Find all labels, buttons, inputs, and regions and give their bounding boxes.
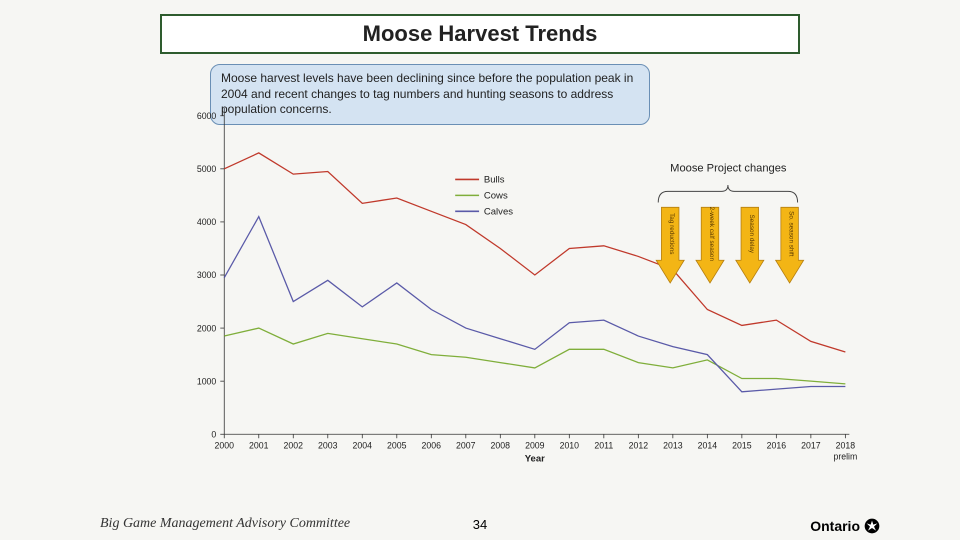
svg-text:2007: 2007 xyxy=(456,441,476,451)
svg-text:2009: 2009 xyxy=(525,441,545,451)
svg-text:2001: 2001 xyxy=(249,441,269,451)
svg-text:1000: 1000 xyxy=(197,376,217,386)
svg-text:2012: 2012 xyxy=(629,441,649,451)
svg-text:3000: 3000 xyxy=(197,270,217,280)
chart-title-box: Moose Harvest Trends xyxy=(160,14,800,54)
svg-text:4000: 4000 xyxy=(197,217,217,227)
svg-text:5000: 5000 xyxy=(197,164,217,174)
arrow-label-2: Season delay xyxy=(748,215,755,254)
legend-calves: Calves xyxy=(484,206,513,217)
svg-text:2006: 2006 xyxy=(422,441,442,451)
svg-text:2015: 2015 xyxy=(732,441,752,451)
ontario-trillium-icon xyxy=(864,518,880,534)
arrow-label-0: Tag reductions xyxy=(668,213,675,254)
svg-text:prelim: prelim xyxy=(833,452,857,462)
bracket xyxy=(658,185,797,203)
moose-project-label: Moose Project changes xyxy=(670,162,787,174)
svg-text:2005: 2005 xyxy=(387,441,407,451)
footer-committee: Big Game Management Advisory Committee xyxy=(100,516,350,532)
footer-province: Ontario xyxy=(810,518,880,534)
svg-text:0: 0 xyxy=(211,429,216,439)
svg-text:2000: 2000 xyxy=(215,441,235,451)
svg-text:2000: 2000 xyxy=(197,323,217,333)
legend-bulls: Bulls xyxy=(484,175,505,186)
svg-text:2017: 2017 xyxy=(801,441,821,451)
svg-text:2018: 2018 xyxy=(836,441,856,451)
legend-cows: Cows xyxy=(484,191,508,202)
svg-text:6000: 6000 xyxy=(197,111,217,121)
svg-text:2002: 2002 xyxy=(284,441,304,451)
svg-text:Year: Year xyxy=(525,453,545,464)
svg-text:2013: 2013 xyxy=(663,441,683,451)
arrow-label-1: 2-week calf season xyxy=(708,207,715,262)
chart-title: Moose Harvest Trends xyxy=(363,21,598,47)
svg-text:2010: 2010 xyxy=(560,441,580,451)
svg-text:2011: 2011 xyxy=(594,441,613,451)
footer-page: 34 xyxy=(473,517,487,532)
line-chart: 0 1000 2000 3000 4000 5000 6000 2000 2001 2002 200… xyxy=(60,60,930,490)
province-name: Ontario xyxy=(810,518,860,534)
series-cows xyxy=(224,328,845,384)
arrow-label-3: So. season shift xyxy=(788,211,795,256)
svg-text:2014: 2014 xyxy=(698,441,718,451)
svg-text:2008: 2008 xyxy=(491,441,511,451)
svg-text:2004: 2004 xyxy=(353,441,373,451)
svg-text:2003: 2003 xyxy=(318,441,338,451)
svg-text:2016: 2016 xyxy=(767,441,787,451)
